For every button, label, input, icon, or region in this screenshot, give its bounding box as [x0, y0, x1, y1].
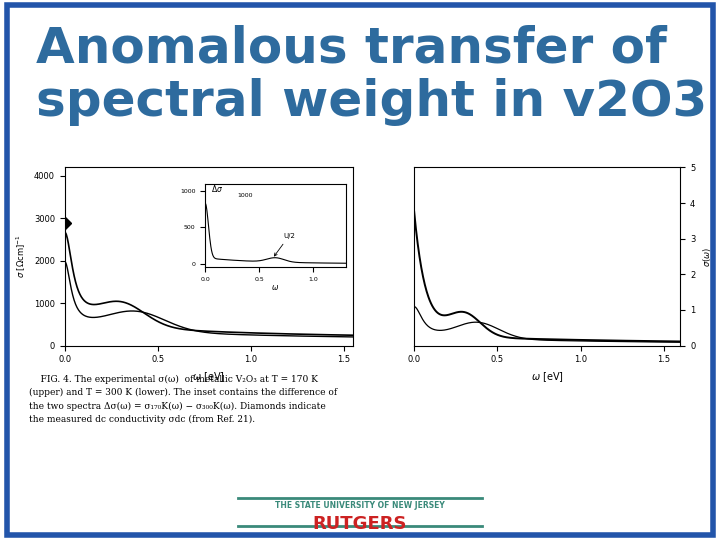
Y-axis label: $\sigma$ [$\Omega$cm]$^{-1}$: $\sigma$ [$\Omega$cm]$^{-1}$ — [15, 234, 28, 279]
Text: 1000: 1000 — [238, 193, 253, 198]
X-axis label: $\omega$: $\omega$ — [271, 284, 279, 293]
X-axis label: $\omega$ [eV]: $\omega$ [eV] — [192, 370, 225, 384]
Text: Anomalous transfer of
spectral weight in v2O3: Anomalous transfer of spectral weight in… — [36, 24, 707, 126]
Text: RUTGERS: RUTGERS — [312, 515, 408, 533]
Text: $\Delta\sigma$: $\Delta\sigma$ — [210, 184, 223, 194]
Text: U/2: U/2 — [274, 233, 294, 256]
Y-axis label: $\sigma(\omega)$: $\sigma(\omega)$ — [701, 246, 713, 267]
Text: THE STATE UNIVERSITY OF NEW JERSEY: THE STATE UNIVERSITY OF NEW JERSEY — [275, 501, 445, 510]
Text: FIG. 4. The experimental σ(ω)  of metallic V₂O₃ at T = 170 K
(upper) and T = 300: FIG. 4. The experimental σ(ω) of metalli… — [29, 375, 337, 423]
X-axis label: $\omega$ [eV]: $\omega$ [eV] — [531, 370, 564, 384]
